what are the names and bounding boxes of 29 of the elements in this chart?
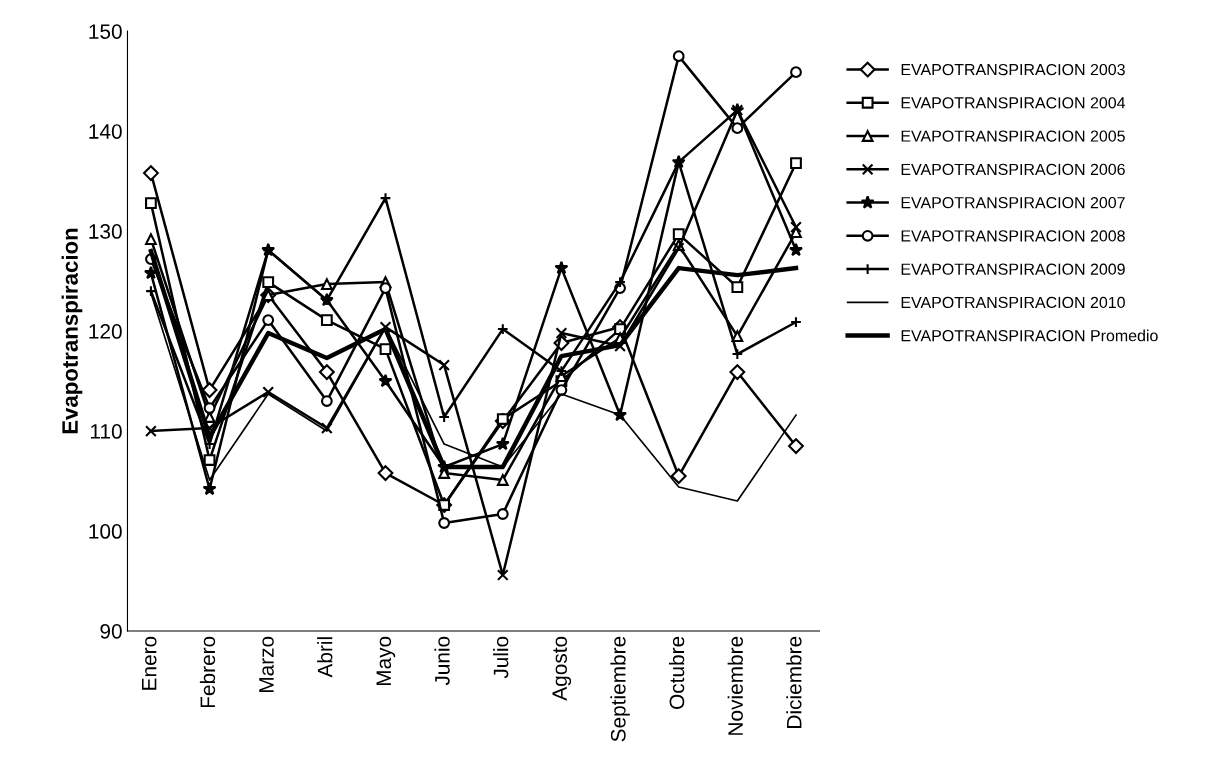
legend-label: EVAPOTRANSPIRACION 2006 [901,163,1125,176]
x-tick-label: Febrero [199,636,216,708]
y-tick-label: 110 [90,424,122,439]
y-tick-label: 90 [100,623,122,639]
y-tick-label: 140 [89,124,122,139]
y-tick-label: 120 [89,324,122,339]
y-axis-title: Evapotranspiracion [61,228,83,434]
legend-label: EVAPOTRANSPIRACION Promedio [901,329,1158,342]
x-tick-label: Mayo [376,636,396,686]
x-tick-label: Noviembre [727,636,743,735]
legend-label: EVAPOTRANSPIRACION 2008 [901,230,1125,242]
y-tick-label: 100 [89,524,122,539]
y-tick-label: 150 [89,24,122,39]
legend-label: EVAPOTRANSPIRACION 2003 [901,63,1125,76]
x-tick-label: Octubre [669,636,685,709]
x-tick-label: Enero [141,636,157,690]
x-tick-label: Junio [434,636,450,686]
legend-label: EVAPOTRANSPIRACION 2004 [901,97,1126,109]
legend-label: EVAPOTRANSPIRACION 2005 [901,130,1125,142]
x-tick-label: Abril [317,637,333,678]
y-tick-label: 130 [89,224,122,239]
x-tick-label: Septiembre [610,636,630,742]
x-tick-label: Marzo [259,636,274,693]
x-tick-label: Diciembre [786,636,802,728]
legend-label: EVAPOTRANSPIRACION 2007 [901,196,1125,209]
x-tick-label: Julio [493,636,509,679]
legend-label: EVAPOTRANSPIRACION 2009 [901,263,1125,275]
x-tick-label: Agosto [552,636,572,701]
legend-label: EVAPOTRANSPIRACION 2010 [901,296,1125,309]
